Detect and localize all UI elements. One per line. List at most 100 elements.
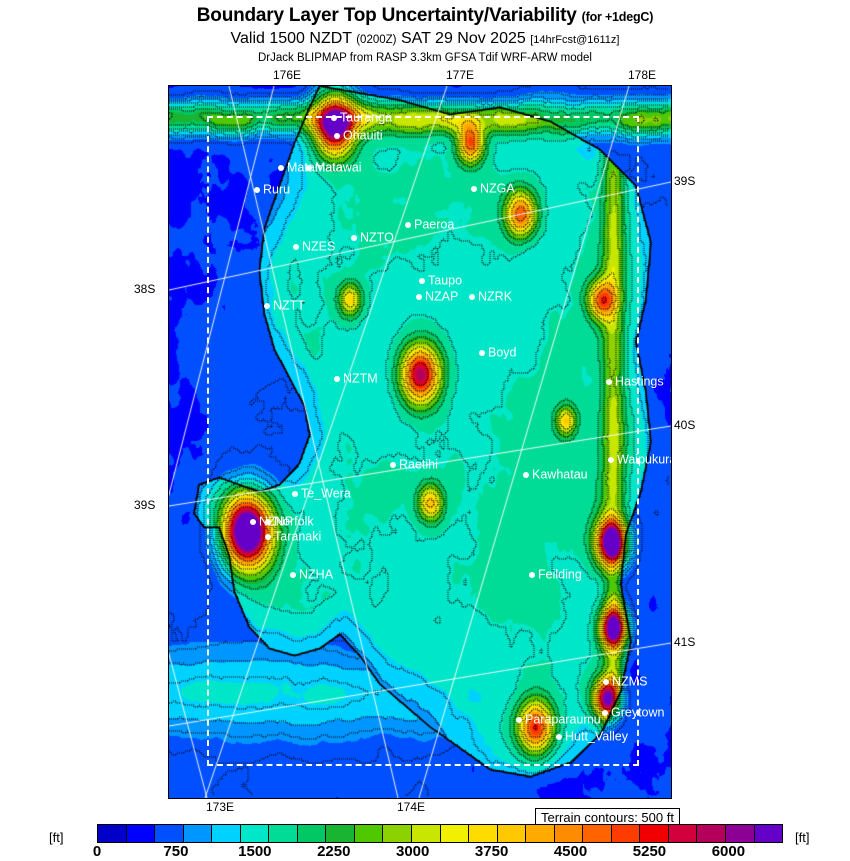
station-marker[interactable] — [523, 472, 529, 478]
station-marker[interactable] — [469, 294, 475, 300]
colorbar-swatch — [754, 825, 783, 842]
colorbar-swatch — [440, 825, 470, 842]
colorbar-swatch — [269, 825, 298, 842]
station-label: Norfolk — [274, 514, 314, 529]
colorbar-swatch — [469, 825, 498, 842]
colorbar-swatch — [697, 825, 727, 842]
station-marker[interactable] — [516, 717, 522, 723]
station-marker[interactable] — [331, 115, 337, 121]
forecast-map[interactable]: Tauranga Ohauiti Matamata Matawai Ruru NZGA Pa… — [168, 85, 672, 799]
station-marker[interactable] — [529, 572, 535, 578]
colorbar-tick: 1500 — [238, 843, 272, 860]
station-label: Matawai — [315, 160, 362, 175]
station-label: Paeroa — [414, 217, 455, 232]
colorbar-swatch — [155, 825, 184, 842]
colorbar-swatch — [383, 825, 413, 842]
graticule-label-lon-top: 177E — [446, 68, 475, 82]
colorbar-swatch — [412, 825, 441, 842]
station-marker[interactable] — [608, 457, 614, 463]
station-label: NZMS — [612, 674, 648, 689]
station-marker[interactable] — [265, 534, 271, 540]
station-marker[interactable] — [602, 710, 608, 716]
station-marker[interactable] — [264, 303, 270, 309]
station-label: Matamata — [287, 160, 343, 175]
page-title: Boundary Layer Top Uncertainty/Variabili… — [0, 5, 850, 28]
station-label: Hutt_Valley — [565, 729, 628, 744]
station-label: NZGA — [480, 181, 515, 196]
colorbar-swatch — [497, 825, 527, 842]
station-label: NZAP — [425, 289, 459, 304]
title-suffix: (for +1degC) — [581, 10, 654, 24]
colorbar-swatch — [611, 825, 641, 842]
station-marker[interactable] — [479, 350, 485, 356]
station-marker[interactable] — [265, 519, 271, 525]
station-marker[interactable] — [250, 519, 256, 525]
colorbar-tick: 3000 — [396, 843, 430, 860]
station-marker[interactable] — [556, 734, 562, 740]
station-label: Greytown — [611, 705, 665, 720]
colorbar-swatch — [554, 825, 584, 842]
header-block: Boundary Layer Top Uncertainty/Variabili… — [0, 0, 850, 65]
colorbar-block: [ft] [ft] 0 750 1500 2250 3000 3750 4500 5250 60… — [0, 824, 850, 860]
colorbar-swatch — [183, 825, 213, 842]
station-marker[interactable] — [292, 491, 298, 497]
station-label: NZES — [302, 239, 336, 254]
colorbar-unit-right: [ft] — [795, 830, 810, 845]
colorbar-swatch — [668, 825, 698, 842]
valid-prefix: Valid 1500 NZDT — [230, 30, 352, 47]
station-marker[interactable] — [351, 235, 357, 241]
model-line: DrJack BLIPMAP from RASP 3.3km GFSA Tdif… — [257, 52, 592, 64]
station-label: Tauranga — [340, 110, 393, 125]
colorbar-swatch — [526, 825, 555, 842]
colorbar-swatch — [98, 825, 127, 842]
blipmap-raster — [169, 86, 671, 798]
station-marker[interactable] — [405, 222, 411, 228]
colorbar-tick: 750 — [163, 843, 189, 860]
station-label: NZTO — [360, 230, 394, 245]
colorbar-swatch — [240, 825, 270, 842]
station-label: Kawhatau — [532, 467, 588, 482]
station-marker[interactable] — [306, 165, 312, 171]
graticule-label-lat-left: 38S — [134, 282, 156, 296]
colorbar-swatch — [583, 825, 612, 842]
station-marker[interactable] — [606, 379, 612, 385]
station-marker[interactable] — [293, 244, 299, 250]
colorbar-swatch — [326, 825, 355, 842]
station-marker[interactable] — [254, 187, 260, 193]
colorbar-tick: 4500 — [553, 843, 588, 860]
station-marker[interactable] — [278, 165, 284, 171]
station-marker[interactable] — [390, 462, 396, 468]
colorbar-swatch — [726, 825, 755, 842]
station-marker[interactable] — [603, 679, 609, 685]
graticule-label-lon-bottom: 173E — [206, 800, 235, 814]
colorbar-tick: 2250 — [317, 843, 351, 860]
station-label: NZTM — [343, 371, 378, 386]
station-label: Waipukurau — [617, 452, 671, 467]
colorbar-tick: 5250 — [632, 843, 667, 860]
station-label: NZHA — [299, 567, 334, 582]
station-marker[interactable] — [334, 376, 340, 382]
colorbar-tick-labels: 0 750 1500 2250 3000 3750 4500 5250 6000 — [93, 843, 781, 861]
station-marker[interactable] — [419, 278, 425, 284]
graticule-label-lat-right: 40S — [674, 418, 696, 432]
station-label: Boyd — [488, 345, 517, 360]
station-marker[interactable] — [290, 572, 296, 578]
graticule-label-lat-right: 39S — [674, 174, 696, 188]
station-label: Feilding — [538, 567, 582, 582]
station-label: Taranaki — [274, 529, 322, 544]
station-marker[interactable] — [334, 133, 340, 139]
station-marker[interactable] — [416, 294, 422, 300]
colorbar-swatch — [126, 825, 156, 842]
colorbar-scale — [97, 824, 783, 843]
valid-date: SAT 29 Nov 2025 — [400, 30, 526, 47]
station-marker[interactable] — [471, 186, 477, 192]
station-label: NZTT — [273, 298, 305, 313]
colorbar-swatch — [354, 825, 384, 842]
title-main: Boundary Layer Top Uncertainty/Variabili… — [196, 5, 577, 26]
station-layer: Tauranga Ohauiti Matamata Matawai Ruru NZGA Pa… — [169, 86, 671, 798]
graticule-label-lon-top: 178E — [628, 68, 657, 82]
forecast-stamp: [14hrFcst@1611z] — [530, 34, 620, 46]
colorbar-tick: 0 — [92, 843, 102, 860]
graticule-label-lon-bottom: 174E — [397, 800, 426, 814]
station-label: Taupo — [428, 273, 463, 288]
